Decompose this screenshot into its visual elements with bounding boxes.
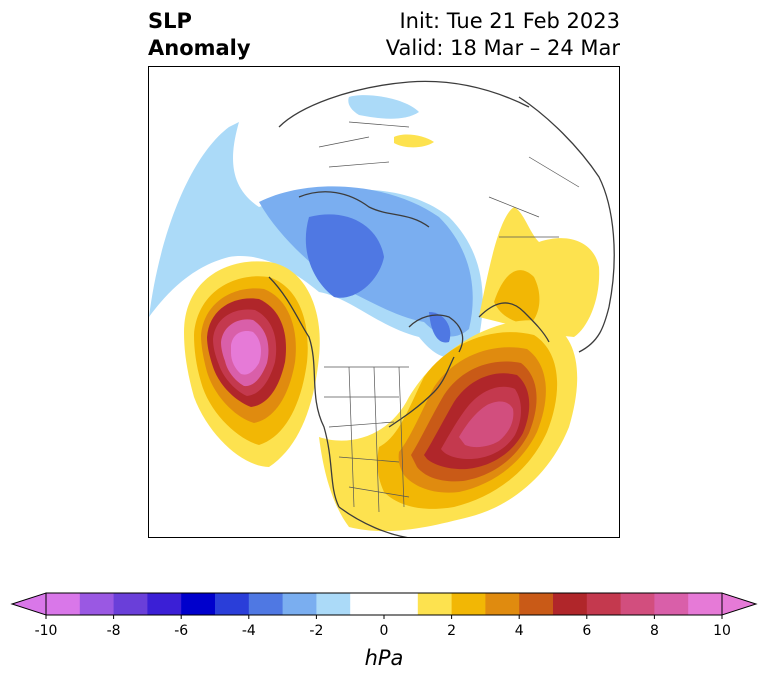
title-right: Init: Tue 21 Feb 2023 Valid: 18 Mar – 24…	[386, 8, 620, 62]
colorbar-cell	[654, 593, 689, 615]
colorbar-tick-label: -6	[174, 623, 188, 639]
colorbar-extend-low	[10, 592, 47, 616]
colorbar-cell	[113, 593, 148, 615]
colorbar-cell	[282, 593, 317, 615]
colorbar-tick-label: 8	[650, 623, 659, 639]
valid-range: Valid: 18 Mar – 24 Mar	[385, 36, 620, 60]
colorbar-cell	[586, 593, 622, 615]
title-variable-sub: Anomaly	[148, 36, 251, 60]
colorbar-tick-label: 0	[380, 623, 389, 639]
colorbar-cell	[248, 593, 284, 615]
init-date: Init: Tue 21 Feb 2023	[399, 9, 620, 33]
anomaly-map	[149, 80, 615, 537]
colorbar-tick-label: 4	[515, 623, 524, 639]
colorbar-cell	[620, 593, 655, 615]
colorbar-cell	[553, 593, 588, 615]
colorbar-tick-label: -8	[107, 623, 121, 639]
colorbar-tick-label: -2	[309, 623, 323, 639]
europe-orange	[494, 270, 540, 325]
title-left: SLP Anomaly	[148, 8, 251, 62]
colorbar-cell	[350, 593, 385, 615]
colorbar-cell	[79, 593, 115, 615]
colorbar-cells	[10, 592, 758, 616]
colorbar-cell	[181, 593, 216, 615]
light-blue-north	[348, 95, 419, 119]
europe-yellow	[479, 207, 600, 337]
colorbar: -10 -8 -6 -4 -2 0 2 4 6 8 10	[10, 592, 758, 639]
borders	[318, 121, 580, 513]
colorbar-cell	[215, 593, 250, 615]
colorbar-cell	[688, 593, 723, 615]
colorbar-cell	[451, 593, 486, 615]
colorbar-ticks: -10 -8 -6 -4 -2 0 2 4 6 8 10	[35, 615, 731, 639]
colorbar-cell	[417, 593, 453, 615]
atlantic-pink2	[459, 401, 514, 448]
blue-core-east	[429, 312, 451, 343]
map-panel	[148, 66, 620, 538]
title-variable: SLP	[148, 9, 192, 33]
colorbar-tick-label: 6	[582, 623, 591, 639]
blue-core	[305, 214, 384, 298]
colorbar-cell	[147, 593, 182, 615]
colorbar-cell	[485, 593, 520, 615]
colorbar-extend-high	[721, 592, 758, 616]
colorbar-tick-label: -10	[35, 623, 58, 639]
coastlines	[268, 80, 615, 537]
colorbar-tick-label: 2	[447, 623, 456, 639]
colorbar-cell	[384, 593, 419, 615]
colorbar-cell	[316, 593, 351, 615]
colorbar-tick-label: -4	[242, 623, 256, 639]
colorbar-cell	[519, 593, 554, 615]
colorbar-cell	[46, 593, 81, 615]
pacific-core	[231, 331, 261, 375]
siberia-yellow	[394, 134, 434, 148]
colorbar-unit-label: hPa	[364, 646, 404, 670]
colorbar-tick-label: 10	[713, 623, 731, 639]
